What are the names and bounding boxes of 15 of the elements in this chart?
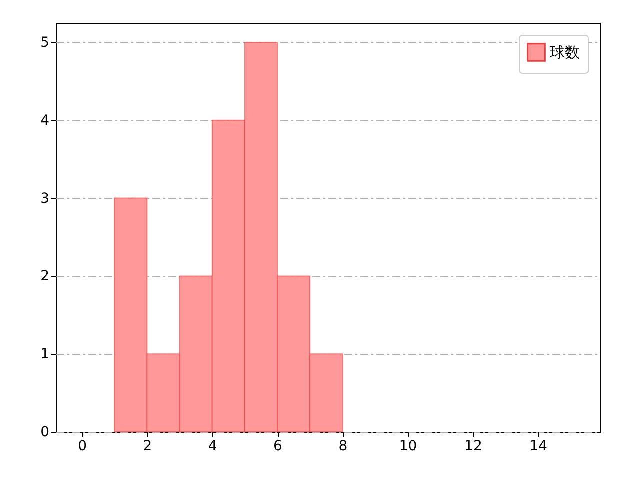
x-tick-label: 14: [530, 438, 548, 454]
x-tick-label: 0: [78, 438, 88, 454]
y-tick-label: 0: [40, 424, 50, 440]
legend-label: 球数: [550, 44, 580, 62]
x-tick-label: 4: [208, 438, 218, 454]
y-tick-label: 5: [40, 34, 50, 51]
x-tick-label: 10: [399, 438, 418, 454]
y-tick-label: 2: [40, 268, 50, 285]
x-tick-label: 12: [464, 438, 482, 454]
x-tick-label: 8: [338, 438, 348, 454]
y-tick-label: 1: [40, 346, 50, 363]
y-tick-label: 4: [40, 112, 50, 129]
y-tick-label: 3: [40, 190, 50, 207]
x-tick-label: 2: [143, 438, 152, 454]
x-tick-label: 6: [274, 438, 283, 454]
